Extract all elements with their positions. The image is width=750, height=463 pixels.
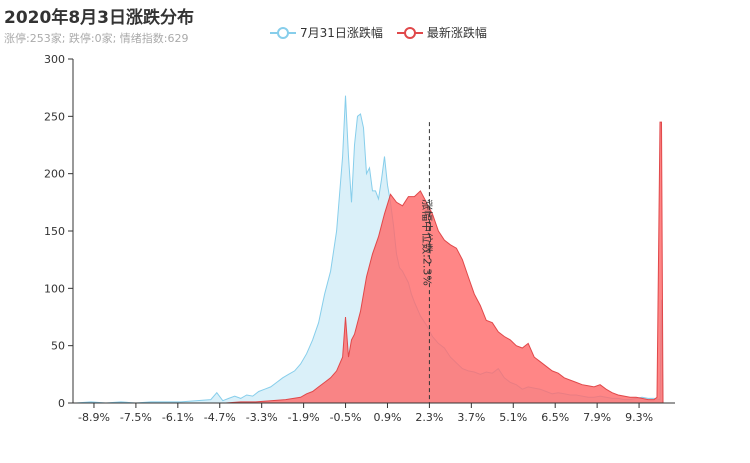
- legend-item-prev[interactable]: 7月31日涨跌幅: [270, 24, 383, 41]
- y-tick-label: 250: [44, 110, 65, 123]
- x-tick-label: 5.1%: [499, 411, 527, 424]
- x-tick-label: 9.3%: [625, 411, 653, 424]
- y-tick-label: 150: [44, 225, 65, 238]
- chart-title: 2020年8月3日涨跌分布: [4, 8, 194, 28]
- x-tick-label: -4.7%: [204, 411, 236, 424]
- legend: 7月31日涨跌幅 最新涨跌幅: [270, 24, 487, 41]
- x-tick-label: -1.9%: [288, 411, 320, 424]
- x-tick-label: 0.9%: [374, 411, 402, 424]
- series-line-1: [76, 121, 664, 404]
- median-label: 涨幅中位数:2.3%: [420, 199, 434, 286]
- x-tick-label: -0.5%: [330, 411, 362, 424]
- series-area-1: [75, 122, 664, 403]
- y-tick-label: 200: [44, 168, 65, 181]
- legend-label-prev: 7月31日涨跌幅: [300, 26, 383, 40]
- x-tick-label: 2.3%: [415, 411, 443, 424]
- legend-label-latest: 最新涨跌幅: [426, 26, 487, 40]
- series-area-0: [75, 95, 664, 403]
- legend-item-latest[interactable]: 最新涨跌幅: [396, 24, 487, 41]
- y-tick-label: 100: [44, 282, 65, 295]
- y-tick-label: 0: [58, 397, 65, 410]
- x-tick-label: 7.9%: [583, 411, 611, 424]
- x-tick-label: 3.7%: [457, 411, 485, 424]
- x-tick-label: -6.1%: [162, 411, 194, 424]
- legend-marker-prev: [270, 26, 296, 39]
- chart-subtitle: 涨停:253家; 跌停:0家; 情绪指数:629: [4, 32, 189, 45]
- x-tick-label: 6.5%: [541, 411, 569, 424]
- legend-marker-latest: [396, 26, 423, 39]
- x-tick-label: -7.5%: [120, 411, 152, 424]
- y-tick-label: 300: [44, 53, 65, 66]
- y-tick-label: 50: [51, 340, 65, 353]
- x-tick-label: -3.3%: [246, 411, 278, 424]
- x-tick-label: -8.9%: [78, 411, 110, 424]
